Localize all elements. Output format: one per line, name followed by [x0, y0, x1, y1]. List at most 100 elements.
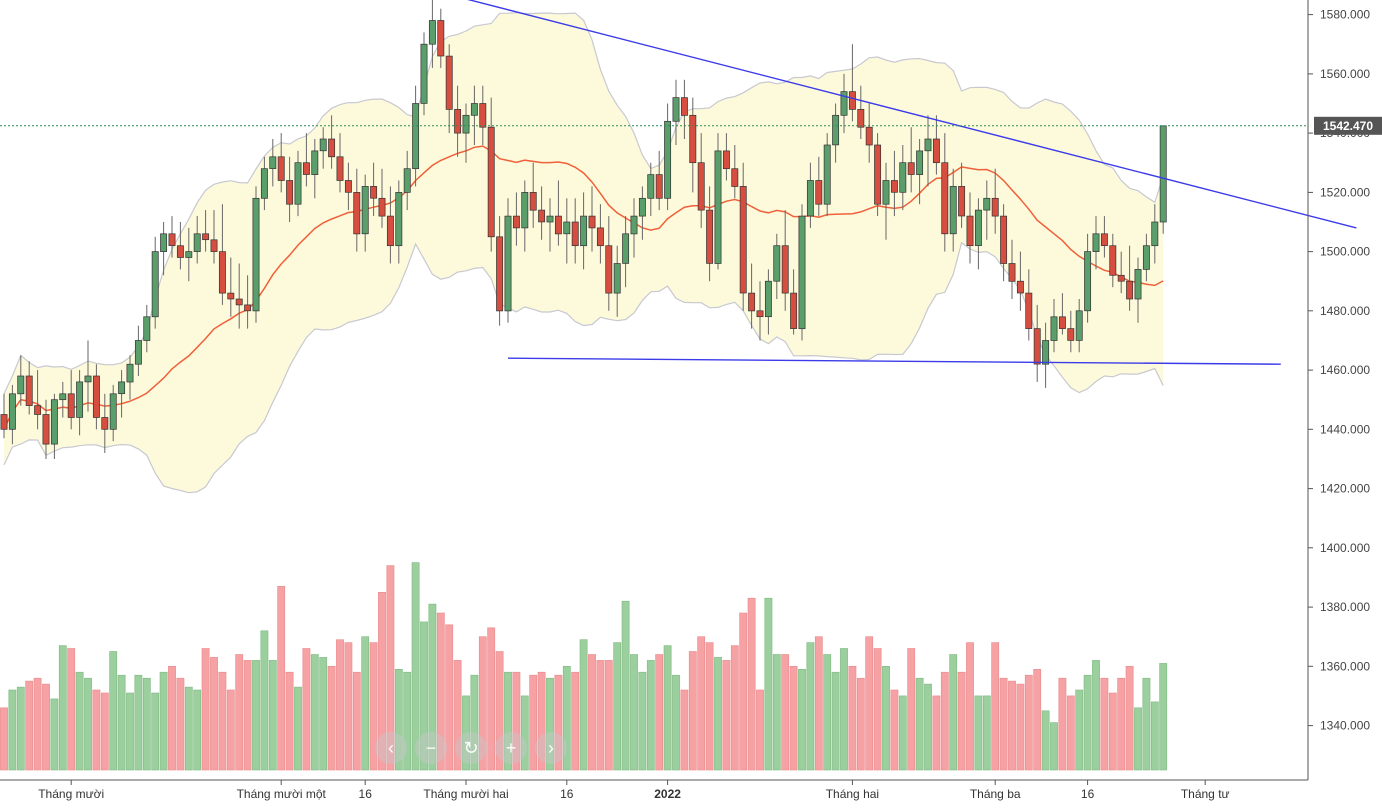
- candle[interactable]: [1016, 251, 1024, 311]
- nav-forward-button[interactable]: ›: [535, 732, 567, 764]
- candle[interactable]: [193, 216, 201, 264]
- candle[interactable]: [664, 103, 672, 211]
- candle[interactable]: [244, 275, 252, 329]
- nav-reset-button[interactable]: ↻: [455, 732, 487, 764]
- candle[interactable]: [34, 370, 42, 430]
- candle[interactable]: [1151, 204, 1159, 264]
- candle[interactable]: [1067, 310, 1075, 353]
- candle[interactable]: [218, 204, 226, 305]
- candle[interactable]: [252, 186, 260, 323]
- candle[interactable]: [1000, 204, 1008, 282]
- candle[interactable]: [739, 162, 747, 311]
- candle[interactable]: [949, 168, 957, 252]
- candle[interactable]: [294, 150, 302, 217]
- candle[interactable]: [1100, 216, 1108, 258]
- candle[interactable]: [235, 263, 243, 329]
- candle[interactable]: [445, 44, 453, 134]
- candle[interactable]: [76, 370, 84, 436]
- candle[interactable]: [344, 162, 352, 211]
- candle[interactable]: [496, 216, 504, 326]
- candle[interactable]: [59, 381, 67, 418]
- nav-zoom-in-button[interactable]: +: [495, 732, 527, 764]
- candle[interactable]: [958, 162, 966, 228]
- candle[interactable]: [622, 216, 630, 288]
- candle[interactable]: [731, 145, 739, 199]
- candle[interactable]: [286, 156, 294, 222]
- candle[interactable]: [487, 97, 495, 252]
- nav-back-button[interactable]: ‹: [375, 732, 407, 764]
- candle[interactable]: [470, 85, 478, 145]
- candle[interactable]: [596, 204, 604, 264]
- candle[interactable]: [176, 222, 184, 270]
- candle[interactable]: [832, 103, 840, 163]
- candle[interactable]: [1126, 245, 1134, 311]
- candle[interactable]: [882, 162, 890, 240]
- candle[interactable]: [1092, 216, 1100, 270]
- candle[interactable]: [848, 44, 856, 122]
- candle[interactable]: [336, 133, 344, 193]
- candle[interactable]: [697, 133, 705, 228]
- candle[interactable]: [899, 145, 907, 211]
- candle[interactable]: [571, 198, 579, 264]
- candle[interactable]: [588, 186, 596, 252]
- candle[interactable]: [1084, 233, 1092, 323]
- candle[interactable]: [454, 85, 462, 157]
- candle[interactable]: [1058, 293, 1066, 335]
- candle[interactable]: [932, 115, 940, 175]
- candle[interactable]: [529, 162, 537, 228]
- candle[interactable]: [991, 168, 999, 234]
- resistance-trendline[interactable]: [458, 0, 1357, 229]
- candle[interactable]: [907, 127, 915, 193]
- candle[interactable]: [160, 222, 168, 276]
- candle[interactable]: [672, 79, 680, 145]
- candle[interactable]: [1008, 239, 1016, 299]
- candle[interactable]: [554, 180, 562, 246]
- candle[interactable]: [126, 355, 134, 400]
- candle[interactable]: [924, 115, 932, 187]
- candle[interactable]: [890, 150, 898, 217]
- candle[interactable]: [647, 162, 655, 217]
- candle[interactable]: [1134, 257, 1142, 323]
- candle[interactable]: [462, 103, 470, 163]
- support-trendline[interactable]: [507, 357, 1281, 365]
- candle[interactable]: [605, 216, 613, 311]
- candle[interactable]: [353, 168, 361, 252]
- candle[interactable]: [1075, 299, 1083, 353]
- candle[interactable]: [748, 263, 756, 329]
- candle[interactable]: [966, 192, 974, 264]
- candle[interactable]: [874, 133, 882, 217]
- candle[interactable]: [764, 269, 772, 335]
- candle[interactable]: [798, 204, 806, 341]
- candle[interactable]: [790, 269, 798, 335]
- candle[interactable]: [395, 180, 403, 264]
- candle[interactable]: [815, 156, 823, 217]
- candle[interactable]: [412, 85, 420, 187]
- candle[interactable]: [773, 233, 781, 299]
- candle[interactable]: [538, 186, 546, 240]
- candle[interactable]: [277, 133, 285, 193]
- candle[interactable]: [1117, 251, 1125, 294]
- candle[interactable]: [1109, 233, 1117, 288]
- candle[interactable]: [260, 156, 268, 211]
- candle[interactable]: [521, 180, 529, 252]
- candle[interactable]: [17, 355, 25, 406]
- candle[interactable]: [781, 210, 789, 311]
- candle[interactable]: [857, 85, 865, 139]
- candle[interactable]: [580, 192, 588, 270]
- candle[interactable]: [428, 0, 436, 68]
- candle[interactable]: [378, 168, 386, 228]
- candle[interactable]: [865, 103, 873, 163]
- candle[interactable]: [437, 8, 445, 68]
- candle[interactable]: [613, 245, 621, 317]
- candle[interactable]: [714, 133, 722, 270]
- candle[interactable]: [1142, 233, 1150, 282]
- candle[interactable]: [134, 325, 142, 376]
- candle[interactable]: [512, 192, 520, 246]
- candle[interactable]: [67, 370, 75, 430]
- candle[interactable]: [1042, 322, 1050, 388]
- candle[interactable]: [689, 97, 697, 193]
- candle[interactable]: [941, 133, 949, 252]
- candle[interactable]: [151, 236, 159, 329]
